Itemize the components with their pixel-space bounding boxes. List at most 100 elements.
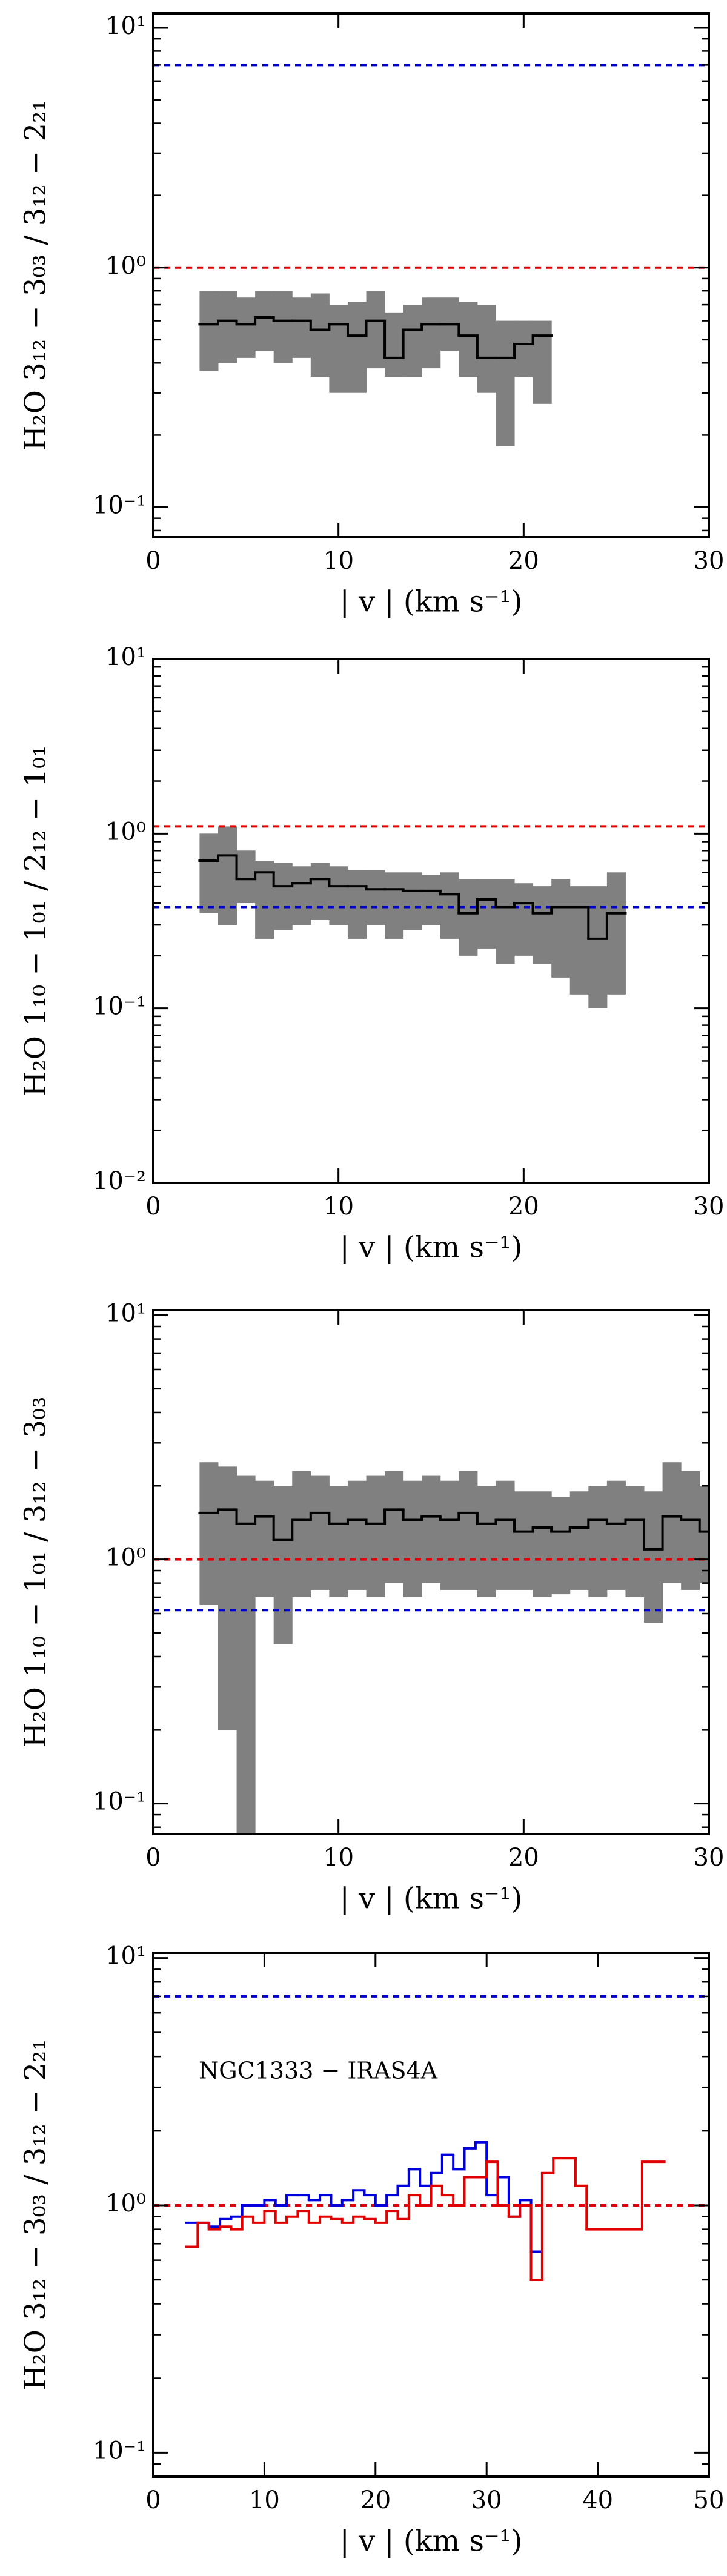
range-band: [477, 305, 496, 393]
x-tick-label: 10: [323, 1193, 354, 1220]
range-band: [422, 875, 441, 925]
range-band: [273, 863, 293, 930]
axes-frame: [152, 1309, 710, 1835]
range-band: [496, 320, 515, 446]
y-tick-label: 10¹: [105, 12, 146, 40]
range-band: [422, 1475, 441, 1583]
y-axis-label: H₂O 3₁₂ − 3₀₃ / 3₁₂ − 2₂₁: [19, 2039, 53, 2391]
plot-area: [153, 1462, 709, 1834]
x-tick-label: 0: [145, 547, 161, 575]
x-axis-label: | v | (km s⁻¹): [340, 2525, 523, 2558]
y-axis-label: H₂O 1₁₀ − 1₀₁ / 3₁₂ − 3₀₃: [19, 1397, 53, 1748]
y-tick-label: 10⁰: [105, 2190, 146, 2217]
range-band: [533, 886, 552, 964]
axes-frame: [152, 658, 710, 1184]
y-tick-label: 10⁻¹: [93, 1788, 146, 1816]
range-band: [385, 872, 404, 939]
range-band: [199, 1462, 219, 1605]
range-band: [514, 320, 534, 377]
range-band: [366, 291, 385, 369]
range-band: [310, 1475, 330, 1590]
range-band: [385, 312, 404, 377]
range-band: [477, 1486, 496, 1598]
range-band: [236, 297, 256, 358]
range-band: [625, 1486, 645, 1598]
axes-frame: [152, 1952, 710, 2478]
range-band: [533, 320, 552, 404]
range-band: [255, 860, 274, 939]
y-tick-label: 10¹: [105, 1300, 146, 1328]
x-tick-label: 30: [694, 1844, 725, 1872]
y-axis-label: H₂O 1₁₀ − 1₀₁ / 2₁₂ − 1₀₁: [19, 746, 53, 1097]
range-band: [681, 1471, 700, 1590]
range-band: [588, 1486, 608, 1598]
range-band: [496, 879, 515, 964]
range-band: [199, 291, 219, 371]
plot-area: [153, 825, 709, 1008]
range-band: [606, 1480, 626, 1590]
x-tick-label: 10: [323, 1844, 354, 1872]
range-band: [236, 1475, 256, 1834]
range-band: [255, 1480, 274, 1598]
range-band: [514, 1491, 534, 1590]
range-band: [292, 297, 311, 358]
range-band: [366, 870, 385, 925]
range-band: [551, 1497, 571, 1595]
range-band: [644, 1491, 663, 1623]
x-tick-label: 20: [508, 1844, 539, 1872]
panel: 10⁻¹ 10⁰ 10¹ 0 10 20 30 | v | (km s⁻¹) H₂O 1₁₀ −…: [19, 1300, 725, 1916]
plot-area: [153, 64, 709, 446]
range-band: [403, 872, 422, 930]
range-band: [606, 872, 626, 995]
range-band: [440, 1480, 459, 1590]
range-band: [385, 1471, 404, 1583]
annotation: NGC1333 − IRAS4A: [199, 2058, 438, 2084]
x-tick-label: 0: [145, 1193, 161, 1220]
y-tick-label: 10⁰: [105, 1544, 146, 1572]
x-axis-label: | v | (km s⁻¹): [340, 1882, 523, 1916]
range-band: [459, 302, 478, 377]
y-tick-label: 10¹: [105, 1942, 146, 1970]
range-band: [329, 305, 348, 393]
range-band: [255, 291, 274, 351]
range-band: [217, 291, 237, 363]
y-axis-label: H₂O 3₁₂ − 3₀₃ / 3₁₂ − 2₂₁: [19, 100, 53, 451]
range-band: [347, 870, 367, 939]
panel: 10⁻² 10⁻¹ 10⁰ 10¹ 0 10 20 30 | v | (km s⁻¹) H₂O 1…: [19, 643, 725, 1265]
range-band: [459, 879, 478, 956]
range-band: [459, 1471, 478, 1590]
y-tick-label: 10⁻¹: [93, 2437, 146, 2465]
range-band: [569, 1491, 589, 1590]
range-band: [199, 833, 219, 913]
range-band: [310, 863, 330, 921]
range-band: [533, 1491, 552, 1598]
y-tick-label: 10⁻¹: [93, 993, 146, 1021]
range-band: [440, 872, 459, 939]
y-tick-label: 10¹: [105, 643, 146, 671]
range-band: [347, 302, 367, 393]
range-band: [422, 297, 441, 369]
x-axis-label: | v | (km s⁻¹): [340, 1231, 523, 1265]
x-tick-label: 10: [323, 547, 354, 575]
x-tick-label: 30: [694, 1193, 725, 1220]
range-band: [217, 826, 237, 925]
x-tick-label: 0: [145, 2486, 161, 2514]
range-band: [662, 1462, 682, 1583]
y-tick-label: 10⁻¹: [93, 492, 146, 520]
range-band: [329, 866, 348, 925]
range-band: [403, 305, 422, 377]
range-band: [588, 886, 608, 1008]
range-band: [329, 1486, 348, 1598]
range-band: [569, 886, 589, 995]
x-tick-label: 0: [145, 1844, 161, 1872]
x-tick-label: 40: [582, 2486, 613, 2514]
range-band: [236, 850, 256, 904]
x-tick-label: 30: [471, 2486, 502, 2514]
range-band: [217, 1466, 237, 1730]
range-band: [273, 1486, 293, 1644]
panel: 10⁻¹ 10⁰ 10¹ 0 10 20 30 40 50 | v | (km s⁻¹) H₂O 3…: [19, 1942, 725, 2558]
plot-area: [153, 1995, 709, 2281]
panel: 10⁻¹ 10⁰ 10¹ 0 10 20 30 | v | (km s⁻¹) H₂O 3₁₂ −…: [19, 12, 724, 619]
range-band: [551, 879, 571, 978]
